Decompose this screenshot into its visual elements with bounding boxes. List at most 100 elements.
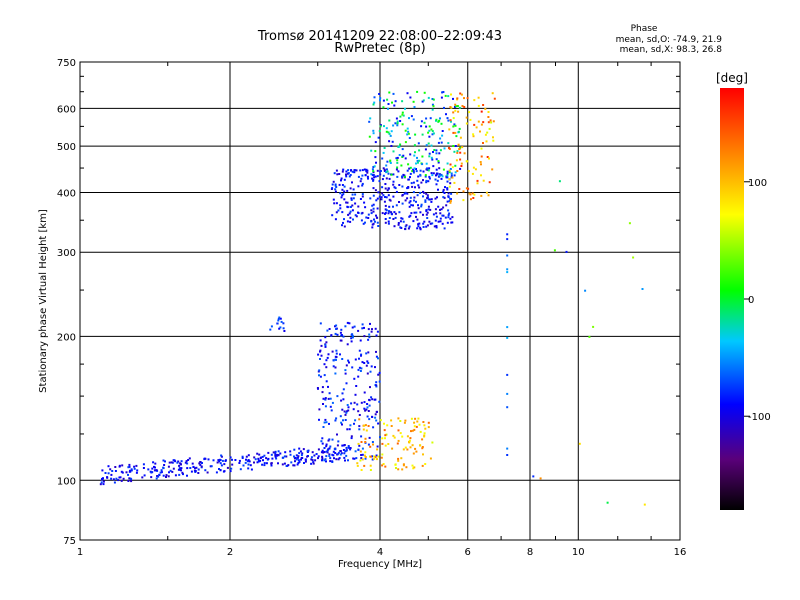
data-point	[395, 168, 398, 171]
data-point	[351, 170, 354, 173]
data-point	[393, 186, 396, 189]
data-point	[328, 422, 330, 425]
data-point	[390, 145, 393, 147]
data-point	[343, 225, 346, 228]
data-point	[370, 209, 373, 212]
data-point	[358, 418, 361, 421]
data-point	[477, 120, 480, 123]
data-point	[416, 156, 418, 159]
data-point	[359, 370, 362, 372]
data-point	[456, 170, 459, 172]
data-point	[383, 200, 386, 203]
data-point	[336, 444, 339, 447]
data-point	[341, 170, 344, 173]
data-point	[425, 209, 428, 212]
data-point	[351, 336, 354, 339]
data-point	[532, 475, 535, 478]
data-point	[186, 474, 188, 477]
x-tick-label: 16	[674, 547, 687, 558]
data-point	[339, 331, 342, 334]
data-point	[284, 451, 287, 454]
data-point	[433, 149, 436, 151]
data-point	[399, 226, 402, 229]
data-point	[397, 146, 400, 148]
data-point	[506, 238, 509, 241]
data-point	[321, 437, 324, 440]
data-point	[368, 333, 371, 336]
data-point	[363, 362, 366, 364]
data-point	[406, 133, 409, 136]
data-point	[506, 392, 509, 395]
data-point	[360, 353, 363, 356]
data-point	[398, 201, 400, 203]
data-point	[303, 462, 305, 464]
data-point	[454, 145, 457, 147]
data-point	[417, 207, 420, 210]
data-point	[339, 453, 342, 456]
data-point	[432, 172, 435, 175]
data-point	[358, 366, 361, 369]
data-point	[104, 472, 107, 474]
data-point	[318, 418, 320, 421]
data-point	[301, 452, 304, 455]
data-point	[348, 361, 350, 364]
data-point	[107, 472, 110, 475]
data-point	[270, 464, 273, 467]
data-point	[416, 420, 419, 423]
data-point	[421, 438, 424, 441]
data-point	[351, 334, 354, 337]
data-point	[353, 171, 356, 174]
data-point	[340, 452, 343, 455]
data-point	[442, 190, 445, 193]
data-point	[157, 475, 160, 478]
data-point	[445, 113, 447, 116]
data-point	[312, 461, 315, 464]
data-point	[394, 463, 397, 466]
data-point	[363, 401, 366, 404]
data-point	[345, 364, 348, 367]
data-point	[344, 450, 347, 453]
data-point	[412, 220, 415, 223]
data-point	[351, 333, 354, 336]
data-point	[261, 455, 264, 458]
data-point	[397, 429, 400, 432]
data-point	[415, 170, 418, 173]
data-point	[386, 424, 389, 427]
data-point	[436, 179, 439, 182]
data-point	[220, 454, 223, 457]
data-point	[414, 133, 417, 136]
data-point	[444, 216, 447, 219]
data-point	[365, 170, 368, 173]
data-point	[352, 188, 355, 191]
data-point	[249, 464, 252, 467]
data-point	[460, 93, 463, 96]
data-point	[334, 190, 337, 193]
data-point	[430, 156, 433, 159]
data-point	[333, 447, 336, 450]
data-point	[383, 170, 386, 172]
data-point	[304, 460, 307, 463]
data-point	[270, 325, 273, 328]
data-point	[319, 322, 322, 325]
data-point	[311, 451, 314, 454]
data-point	[133, 467, 136, 470]
data-point	[456, 105, 459, 107]
data-point	[100, 481, 103, 484]
data-point	[349, 447, 352, 449]
data-point	[375, 350, 377, 353]
data-point	[374, 175, 377, 178]
data-point	[394, 216, 397, 219]
data-point	[340, 399, 343, 402]
data-point	[102, 483, 105, 486]
data-point	[388, 217, 391, 219]
data-point	[142, 463, 145, 466]
data-point	[425, 162, 428, 165]
data-point	[363, 335, 366, 338]
data-point	[375, 199, 378, 202]
data-point	[369, 464, 372, 467]
data-point	[447, 216, 450, 219]
x-tick-label: 4	[377, 547, 383, 558]
data-point	[354, 202, 357, 205]
data-point	[265, 457, 268, 460]
data-point	[401, 111, 404, 114]
